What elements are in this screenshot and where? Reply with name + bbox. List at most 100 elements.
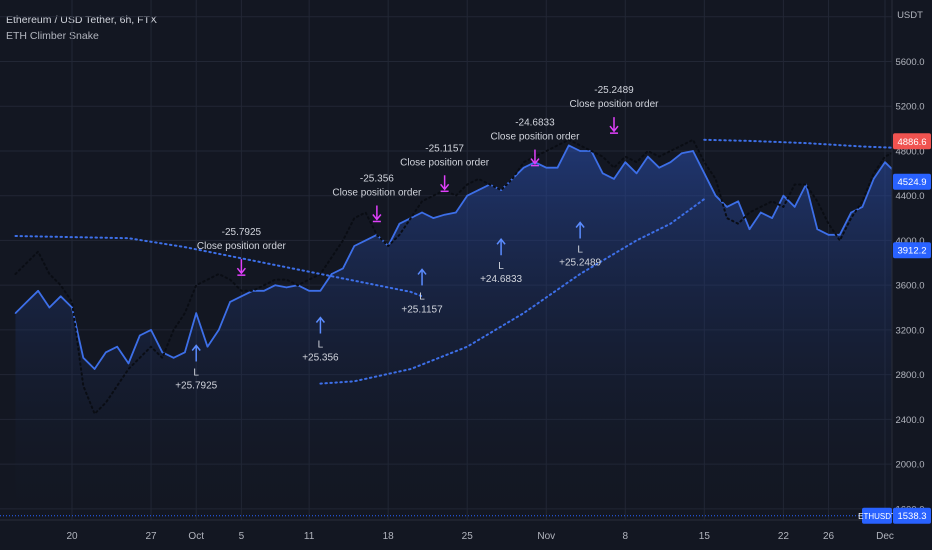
exit-value: -25.2489	[594, 85, 634, 96]
data-point	[647, 155, 649, 158]
price-label-badge: 3912.2	[893, 242, 931, 259]
data-point	[827, 234, 830, 236]
price-tick-label: 3600.0	[895, 281, 924, 292]
exit-value: -24.6833	[515, 118, 555, 129]
price-label-badge: 4886.6	[893, 133, 931, 150]
exit-arrow-head	[440, 183, 450, 191]
indicator-name[interactable]: ETH Climber Snake	[6, 30, 99, 42]
entry-marker: L +25.356	[302, 316, 339, 364]
entry-marker: L +24.6833	[480, 238, 523, 285]
price-tick-label: 4000.0	[895, 236, 924, 247]
exit-arrow-head	[530, 158, 540, 165]
data-point	[624, 161, 627, 163]
time-tick-label: 26	[823, 531, 835, 542]
price-label-text: 4886.6	[897, 137, 926, 148]
price-tick-label: 4800.0	[895, 146, 924, 157]
data-point	[105, 351, 107, 354]
entry-arrow-head	[191, 344, 201, 351]
entry-arrow-head	[417, 268, 427, 275]
time-tick-label: 11	[304, 531, 315, 542]
data-point	[195, 312, 198, 314]
price-axis-bg	[892, 0, 932, 550]
series-1	[14, 138, 920, 415]
price-label-text: 3912.2	[897, 246, 926, 257]
entry-value: +24.6833	[480, 274, 522, 285]
data-point	[398, 222, 401, 225]
data-point	[455, 211, 457, 214]
data-point	[443, 213, 446, 216]
data-point	[82, 357, 85, 359]
data-point	[26, 301, 28, 303]
data-point	[872, 178, 875, 180]
price-tick-label: 2800.0	[895, 370, 924, 381]
price-tick-label: 2000.0	[895, 460, 924, 471]
entry-marker: L +25.7925	[175, 344, 218, 391]
price-tick-label: 3200.0	[895, 325, 924, 336]
data-point	[93, 368, 96, 370]
data-point	[116, 345, 118, 348]
data-point	[240, 295, 243, 298]
time-tick-label: Oct	[188, 531, 204, 542]
exit-marker: -24.6833 Close position order	[490, 118, 580, 167]
price-label-text: 4524.9	[897, 177, 926, 188]
data-point	[568, 144, 570, 147]
data-point	[680, 152, 683, 155]
data-point	[71, 306, 73, 309]
data-point	[771, 217, 773, 219]
series-line	[703, 138, 920, 150]
ticker-badge: ETHUSDT 1538.3	[0, 507, 931, 524]
price-label-box	[893, 133, 931, 150]
ticker-symbol-box	[862, 507, 892, 524]
exit-label: Close position order	[570, 99, 660, 110]
data-point	[556, 166, 559, 169]
time-tick-label: Nov	[537, 531, 555, 542]
exit-value: -25.7925	[222, 227, 262, 238]
entry-label: L	[577, 244, 583, 255]
data-point	[861, 206, 864, 208]
data-point	[816, 228, 819, 231]
data-point	[500, 189, 502, 191]
price-tick-label: 2400.0	[895, 415, 924, 426]
data-point	[308, 289, 310, 292]
data-point	[274, 284, 277, 286]
data-point	[127, 362, 130, 365]
data-point	[184, 351, 186, 354]
entry-arrow-head	[575, 221, 585, 228]
data-point	[714, 194, 717, 197]
exit-marker: -25.356 Close position order	[332, 173, 422, 223]
exit-label: Close position order	[197, 241, 287, 252]
data-point	[353, 245, 356, 247]
data-point	[466, 194, 469, 197]
entry-arrow-head	[496, 238, 506, 245]
data-point	[206, 345, 209, 348]
time-tick-label: Dec	[876, 531, 894, 542]
entry-value: +25.2489	[559, 257, 601, 268]
data-point	[330, 273, 333, 275]
data-point	[150, 329, 152, 331]
price-tick-label: 5200.0	[895, 102, 924, 113]
exit-value: -25.1157	[425, 143, 464, 154]
data-point	[692, 150, 694, 152]
data-point	[737, 200, 740, 203]
exit-marker: -25.2489 Close position order	[570, 85, 660, 134]
exit-arrow-head	[372, 214, 382, 221]
data-point	[477, 189, 480, 191]
data-point	[839, 234, 841, 236]
time-tick-label: 8	[623, 531, 629, 542]
data-point	[138, 334, 141, 337]
time-tick-label: 5	[239, 531, 245, 542]
data-point	[579, 150, 581, 152]
price-tick-label: 5600.0	[895, 57, 924, 68]
price-area-fill	[15, 145, 919, 520]
data-point	[263, 289, 265, 292]
data-point	[658, 166, 660, 169]
time-tick-label: 27	[145, 531, 157, 542]
exit-arrow-head	[236, 267, 246, 275]
time-tick-label: 20	[66, 531, 78, 542]
data-point	[522, 166, 525, 169]
data-point	[172, 357, 175, 359]
data-point	[48, 306, 51, 309]
data-point	[421, 211, 423, 214]
